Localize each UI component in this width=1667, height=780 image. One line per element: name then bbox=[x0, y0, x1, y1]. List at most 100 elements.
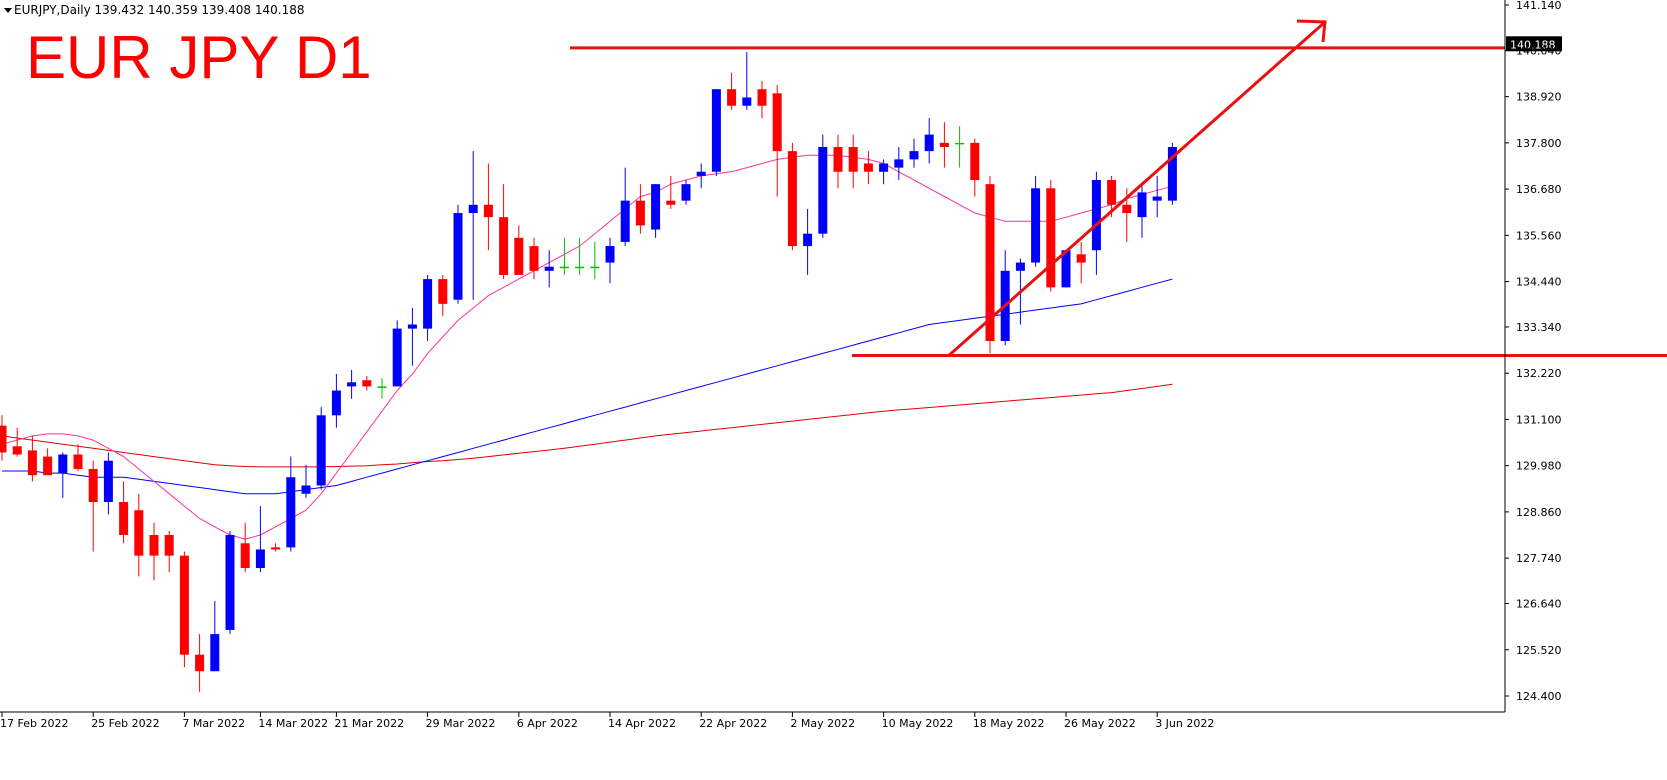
candle-body bbox=[742, 97, 752, 106]
y-tick-label: 136.680 bbox=[1516, 183, 1562, 196]
candle bbox=[1137, 184, 1147, 238]
x-tick-label: 17 Feb 2022 bbox=[0, 717, 68, 730]
candlesticks bbox=[0, 52, 1177, 692]
candle-body bbox=[544, 266, 554, 271]
candle bbox=[970, 138, 980, 197]
candle-body bbox=[149, 535, 159, 556]
x-tick-label: 14 Apr 2022 bbox=[608, 717, 676, 730]
candle bbox=[529, 237, 539, 280]
y-tick-label: 137.800 bbox=[1516, 137, 1562, 150]
candle bbox=[164, 530, 174, 573]
y-tick-label: 124.400 bbox=[1516, 690, 1562, 703]
candle bbox=[742, 52, 752, 110]
candle-body bbox=[1107, 180, 1117, 205]
candle bbox=[1031, 175, 1041, 267]
candle-body bbox=[772, 93, 782, 152]
candle bbox=[833, 134, 843, 189]
candle bbox=[12, 427, 22, 457]
candle-body bbox=[651, 184, 661, 230]
candle-body bbox=[164, 535, 174, 556]
candle-body bbox=[559, 266, 569, 269]
candle bbox=[924, 118, 934, 164]
candle bbox=[757, 80, 767, 119]
chevron-down-icon[interactable] bbox=[4, 8, 12, 13]
y-tick-label: 125.520 bbox=[1516, 644, 1562, 657]
x-tick-label: 6 Apr 2022 bbox=[517, 717, 578, 730]
candle-body bbox=[909, 151, 919, 160]
candle-body bbox=[468, 204, 478, 214]
candle bbox=[863, 151, 873, 185]
candle bbox=[407, 307, 417, 366]
x-tick-label: 2 May 2022 bbox=[790, 717, 855, 730]
x-tick-label: 22 Apr 2022 bbox=[699, 717, 767, 730]
candle bbox=[590, 241, 600, 280]
candle-body bbox=[681, 184, 691, 201]
candle-body bbox=[0, 425, 7, 453]
y-tick-label: 141.140 bbox=[1516, 0, 1562, 12]
candle bbox=[240, 522, 250, 573]
candle-body bbox=[590, 266, 600, 269]
x-tick-label: 26 May 2022 bbox=[1064, 717, 1136, 730]
candle bbox=[787, 142, 797, 251]
candle-body bbox=[529, 246, 539, 271]
candle bbox=[179, 551, 189, 668]
candle bbox=[88, 460, 98, 552]
candle bbox=[803, 208, 813, 275]
candle-body bbox=[1076, 254, 1086, 263]
candle bbox=[468, 151, 478, 300]
candle bbox=[681, 180, 691, 205]
candle-body bbox=[453, 213, 463, 300]
candle-body bbox=[848, 146, 858, 172]
x-tick-label: 10 May 2022 bbox=[882, 717, 954, 730]
arrow-head-icon bbox=[1296, 19, 1327, 43]
y-tick-label: 128.860 bbox=[1516, 506, 1562, 519]
candle-body bbox=[620, 200, 630, 242]
x-tick-label: 25 Feb 2022 bbox=[91, 717, 159, 730]
candle-body bbox=[666, 200, 676, 205]
candle-body bbox=[1091, 180, 1101, 251]
candle bbox=[301, 464, 311, 498]
candle bbox=[103, 452, 113, 515]
moving-averages bbox=[1, 154, 1173, 540]
candle bbox=[651, 184, 661, 238]
candle bbox=[0, 415, 7, 461]
x-tick-label: 21 Mar 2022 bbox=[334, 717, 404, 730]
ma-slow-line bbox=[1, 383, 1173, 468]
candle bbox=[225, 530, 235, 635]
candle bbox=[362, 376, 372, 391]
candle-body bbox=[225, 535, 235, 630]
candle-body bbox=[103, 460, 113, 502]
candle-body bbox=[635, 200, 645, 226]
candle bbox=[985, 175, 995, 354]
candle bbox=[544, 250, 554, 288]
x-tick-label: 3 Jun 2022 bbox=[1155, 717, 1214, 730]
ma-fast-line bbox=[1, 154, 1173, 540]
candle-body bbox=[301, 485, 311, 494]
x-tick-label: 29 Mar 2022 bbox=[426, 717, 496, 730]
candle bbox=[1000, 250, 1010, 346]
candle-body bbox=[1015, 262, 1025, 271]
candle bbox=[134, 493, 144, 577]
axes: 141.140 140.040 138.920 137.800 136.680 135.5… bbox=[0, 0, 1562, 730]
candle bbox=[620, 167, 630, 247]
candle-body bbox=[1137, 192, 1147, 218]
chart-title: EUR JPY D1 bbox=[26, 24, 372, 91]
candle bbox=[286, 456, 296, 552]
y-tick-label: 126.640 bbox=[1516, 598, 1562, 611]
candle bbox=[666, 175, 676, 209]
x-tick-label: 7 Mar 2022 bbox=[182, 717, 245, 730]
candle-body bbox=[1167, 146, 1177, 201]
candle bbox=[271, 543, 281, 552]
candle bbox=[392, 320, 402, 387]
candle-body bbox=[970, 142, 980, 181]
candle bbox=[483, 163, 493, 251]
candle-body bbox=[88, 468, 98, 502]
candle bbox=[696, 163, 706, 189]
candle bbox=[73, 444, 83, 472]
candle-body bbox=[757, 89, 767, 106]
candle bbox=[438, 274, 448, 317]
candle-body bbox=[1046, 188, 1056, 288]
annotations: 140.188 bbox=[570, 19, 1667, 357]
y-tick-label: 133.340 bbox=[1516, 321, 1562, 334]
candle-body bbox=[210, 634, 220, 672]
